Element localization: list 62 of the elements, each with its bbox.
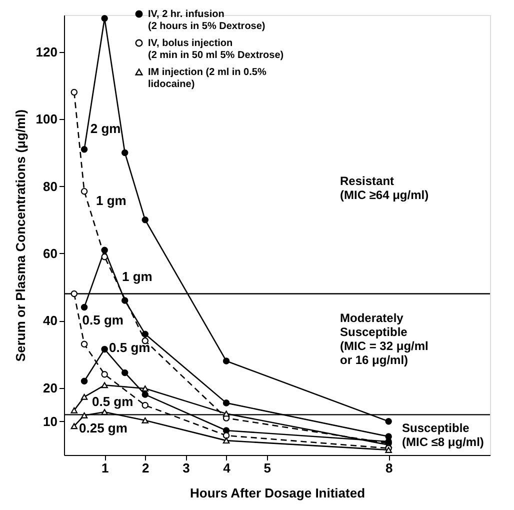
annotation: 0.5 gm (82, 312, 124, 328)
y-tick-label: 40 (43, 313, 58, 328)
point (222, 410, 230, 417)
point (80, 340, 88, 348)
point (142, 337, 149, 344)
point (142, 216, 149, 224)
point (80, 146, 88, 153)
point (142, 402, 149, 409)
point (101, 409, 108, 416)
y-tick-label: 80 (43, 178, 58, 194)
point (222, 438, 230, 444)
legend-label: IV, bolus injection (2 min in 50 ml 5% Dextrose) (148, 38, 284, 61)
point (101, 346, 108, 353)
point (101, 253, 108, 260)
y-tick-label: 60 (43, 246, 58, 261)
x-tick-label: 4 (223, 460, 232, 476)
point (142, 417, 149, 424)
point (80, 378, 88, 384)
point (222, 432, 230, 439)
point (101, 371, 108, 378)
point (80, 394, 88, 400)
annotation: Resistant (MIC ≥64 μg/ml) (340, 174, 429, 202)
point (222, 358, 230, 364)
y-tick-label: 120 (36, 44, 58, 60)
x-tick-label: 1 (101, 460, 109, 476)
x-tick-label: 8 (385, 460, 393, 476)
annotation: 2 gm (90, 121, 121, 136)
point (101, 382, 108, 388)
annotation: 0.5 gm (92, 394, 134, 409)
y-axis-title: Serum or Plasma Concentrations (μg/ml) (12, 109, 28, 362)
x-tick-label: 2 (142, 460, 150, 476)
point (70, 423, 78, 430)
point (80, 188, 88, 195)
y-tick-label: 100 (36, 112, 58, 127)
point (101, 246, 108, 254)
point (121, 149, 128, 156)
point (121, 369, 128, 376)
y-tick-label: 20 (43, 380, 58, 396)
annotation: 0.5 gm (109, 340, 150, 356)
point (121, 297, 128, 304)
point (70, 407, 78, 414)
annotation: 0.25 gm (79, 420, 128, 436)
x-axis-title: Hours After Dosage Initiated (190, 486, 366, 500)
point (101, 14, 108, 22)
point (80, 304, 88, 311)
x-tick-label: 5 (264, 460, 271, 476)
legend-label: IM injection (2 ml in 0.5% lidocaine) (148, 67, 266, 90)
annotation: Moderately Susceptible (MIC = 32 μg/ml or 16 μg/ml) (340, 311, 428, 367)
x-tick-label: 3 (182, 460, 190, 476)
point (142, 385, 149, 392)
point (70, 88, 78, 96)
point (70, 290, 78, 298)
point (385, 418, 392, 425)
annotation: 1 gm (122, 269, 152, 284)
point (142, 391, 149, 398)
annotation: 1 gm (96, 193, 126, 208)
point (142, 330, 149, 338)
annotation: Susceptible (MIC ≤8 μg/ml) (402, 421, 484, 449)
legend-label: IV, 2 hr. infusion (2 hours in 5% Dextrose) (148, 9, 266, 32)
point (80, 412, 88, 418)
point (222, 400, 230, 406)
y-tick-label: 10 (43, 414, 58, 429)
